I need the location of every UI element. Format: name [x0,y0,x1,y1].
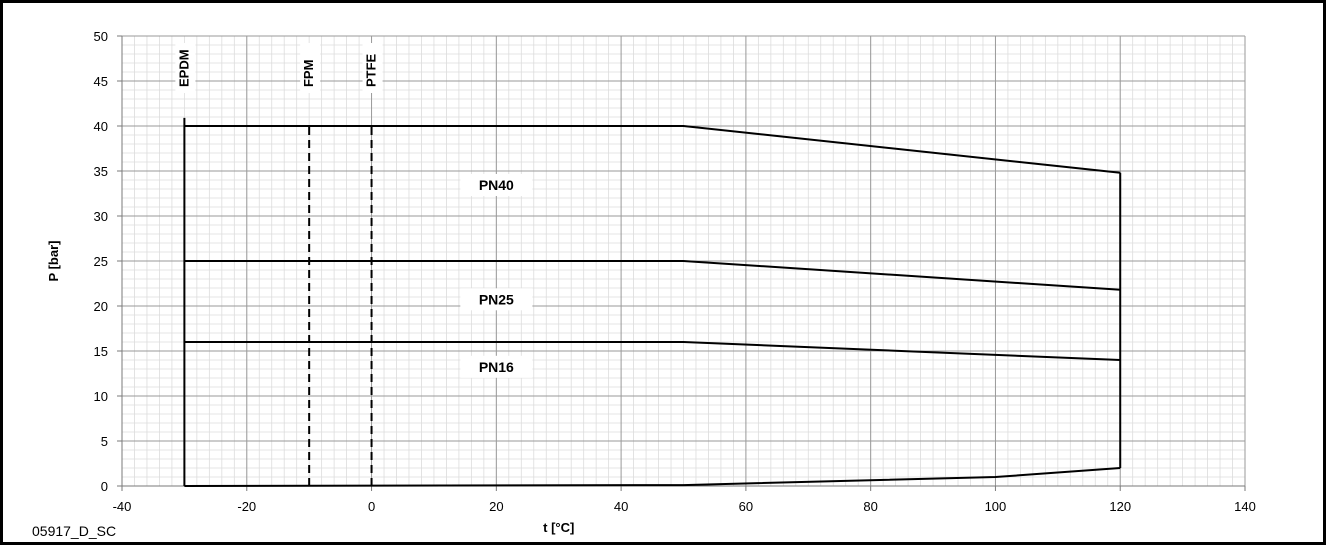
reference-code: 05917_D_SC [32,523,116,539]
x-tick-label: 40 [614,499,628,514]
y-tick-label: 10 [94,389,108,404]
y-tick-label: 50 [94,29,108,44]
y-tick-label: 30 [94,209,108,224]
x-tick-label: 80 [863,499,877,514]
x-tick-label: 140 [1234,499,1256,514]
y-tick-label: 25 [94,254,108,269]
x-tick-label: -20 [237,499,256,514]
y-tick-label: 45 [94,74,108,89]
y-tick-label: 40 [94,119,108,134]
zone-label-pn25: PN25 [479,291,514,307]
y-tick-label: 20 [94,299,108,314]
series-line-pn25 [184,261,1120,290]
x-tick-label: 120 [1109,499,1131,514]
y-tick-label: 35 [94,164,108,179]
x-tick-label: -40 [113,499,132,514]
x-tick-label: 0 [368,499,375,514]
y-tick-label: 0 [101,479,108,494]
limit-label-fpm: FPM [301,60,316,87]
y-tick-label: 15 [94,344,108,359]
zone-label-pn40: PN40 [479,177,514,193]
x-tick-label: 100 [985,499,1007,514]
zone-label-pn16: PN16 [479,359,514,375]
limit-label-epdm: EPDM [176,49,191,87]
x-axis-title: t [°C] [543,520,574,535]
x-tick-label: 20 [489,499,503,514]
y-tick-label: 5 [101,434,108,449]
series-line-pn40 [184,126,1120,173]
x-tick-label: 60 [739,499,753,514]
y-axis-title: P [bar] [46,241,61,282]
limit-label-ptfe: PTFE [364,53,379,87]
